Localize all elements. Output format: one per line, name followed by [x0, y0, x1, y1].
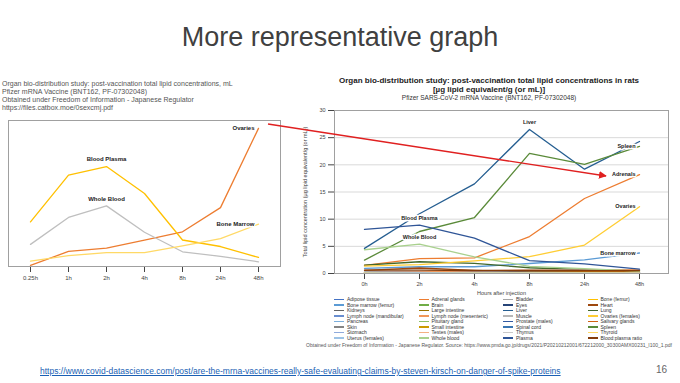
- svg-text:Spleen: Spleen: [617, 143, 636, 149]
- html-text:Muscle: Muscle: [516, 312, 532, 319]
- svg-text:24h: 24h: [580, 281, 589, 287]
- svg-text:Adrenals: Adrenals: [612, 171, 636, 177]
- svg-text:10: 10: [319, 216, 325, 222]
- svg-text:Bone marrow: Bone marrow: [600, 250, 636, 256]
- svg-text:Blood Plasma: Blood Plasma: [87, 156, 127, 162]
- html-text:16: 16: [656, 364, 668, 375]
- html-text:Testes (males): Testes (males): [431, 329, 464, 335]
- html-text:Adipose tissue: Adipose tissue: [347, 296, 380, 302]
- html-text:Obtained under Freedom of Info: Obtained under Freedom of Information - …: [2, 96, 194, 103]
- svg-text:0.25h: 0.25h: [23, 275, 38, 281]
- html-text:Uterus (females): Uterus (females): [347, 334, 384, 341]
- svg-text:0: 0: [322, 270, 325, 276]
- html-text:Brain: Brain: [431, 301, 444, 308]
- html-text:Eyes: Eyes: [516, 301, 528, 308]
- html-text:Bone marrow (femur): Bone marrow (femur): [347, 301, 395, 308]
- html-text:Lymph node (mesenteric): Lymph node (mesenteric): [431, 312, 488, 319]
- html-text:Pancreas: Pancreas: [347, 318, 369, 324]
- svg-text:24h: 24h: [215, 275, 225, 281]
- svg-text:48h: 48h: [635, 281, 644, 287]
- svg-text:20: 20: [319, 162, 325, 168]
- svg-text:Total lipid concentration (µg: Total lipid concentration (µg lipid equi…: [302, 127, 308, 258]
- html-text:Bladder: Bladder: [516, 296, 534, 302]
- svg-text:1h: 1h: [65, 275, 72, 281]
- svg-text:5: 5: [322, 243, 325, 249]
- html-text:Obtained under Freedom of Info: Obtained under Freedom of Information - …: [306, 342, 672, 348]
- html-text:Thymus: Thymus: [516, 329, 534, 335]
- svg-text:2h: 2h: [416, 281, 422, 287]
- html-text:Liver: Liver: [516, 307, 527, 313]
- html-text:Heart: Heart: [600, 301, 613, 308]
- html-text:Small intestine: Small intestine: [431, 323, 464, 330]
- html-text:Large intestine: Large intestine: [431, 307, 465, 313]
- html-text:https://files.catbox.moe/0sexc: https://files.catbox.moe/0sexcmj.pdf: [2, 104, 113, 111]
- html-text:Thyroid: Thyroid: [600, 329, 618, 335]
- svg-text:Bone Marrow: Bone Marrow: [216, 221, 254, 227]
- html-text:Kidneys: Kidneys: [347, 307, 365, 313]
- svg-text:Whole Blood: Whole Blood: [403, 234, 437, 240]
- svg-text:25: 25: [319, 134, 325, 140]
- svg-text:30: 30: [319, 107, 325, 113]
- html-text:Pfizer SARS-CoV-2 mRNA Vaccine: Pfizer SARS-CoV-2 mRNA Vaccine (BNT162, …: [401, 94, 577, 101]
- html-text:Pfizer mRNA Vaccine (BNT162, P: Pfizer mRNA Vaccine (BNT162, PF-07302048…: [2, 88, 147, 95]
- svg-text:Ovaries: Ovaries: [232, 125, 255, 131]
- html-text:Ovaries (females): Ovaries (females): [600, 312, 640, 319]
- html-text:Lung: Lung: [600, 307, 612, 313]
- html-text:Organ bio-distribution study:: Organ bio-distribution study: post-vacci…: [2, 80, 233, 87]
- svg-text:0h: 0h: [361, 281, 367, 287]
- svg-text:8h: 8h: [179, 275, 186, 281]
- svg-text:Whole Blood: Whole Blood: [88, 196, 125, 202]
- html-text:Salivary glands: Salivary glands: [600, 318, 635, 324]
- svg-text:48h: 48h: [253, 275, 263, 281]
- html-text:Organ bio-distribution study:: Organ bio-distribution study: post-vacci…: [339, 76, 639, 85]
- svg-text:Hours after injection: Hours after injection: [477, 290, 526, 296]
- svg-text:2h: 2h: [103, 275, 110, 281]
- html-text:Adrenal glands: Adrenal glands: [431, 296, 465, 302]
- html-text:Lymph node (mandibular): Lymph node (mandibular): [347, 312, 404, 319]
- html-text:Prostate (males): Prostate (males): [516, 318, 553, 324]
- svg-text:Liver: Liver: [523, 119, 537, 125]
- html-text:More representative graph: More representative graph: [181, 22, 499, 52]
- html-text:Whole blood: Whole blood: [431, 334, 460, 341]
- svg-text:Blood Plasma: Blood Plasma: [401, 215, 438, 221]
- html-text:Blood:plasma ratio: Blood:plasma ratio: [600, 334, 642, 341]
- html-text:Spinal cord: Spinal cord: [516, 323, 541, 330]
- html-text:Skin: Skin: [347, 323, 357, 330]
- svg-text:4h: 4h: [471, 281, 477, 287]
- html-text:Bone (femur): Bone (femur): [600, 296, 630, 302]
- svg-text:Ovaries: Ovaries: [615, 203, 635, 209]
- html-text:Spleen: Spleen: [600, 323, 617, 330]
- svg-text:8h: 8h: [526, 281, 532, 287]
- html-text:Pituitary gland: Pituitary gland: [431, 318, 464, 324]
- html-text:Stomach: Stomach: [347, 329, 367, 335]
- html-text:[µg lipid equivalent/g (or mL): [µg lipid equivalent/g (or mL)]: [432, 85, 546, 94]
- svg-text:4h: 4h: [141, 275, 148, 281]
- html-text:Plasma: Plasma: [516, 334, 533, 341]
- html-text:https://www.covid-datascience.: https://www.covid-datascience.com/post/a…: [40, 366, 561, 376]
- svg-text:15: 15: [319, 189, 325, 195]
